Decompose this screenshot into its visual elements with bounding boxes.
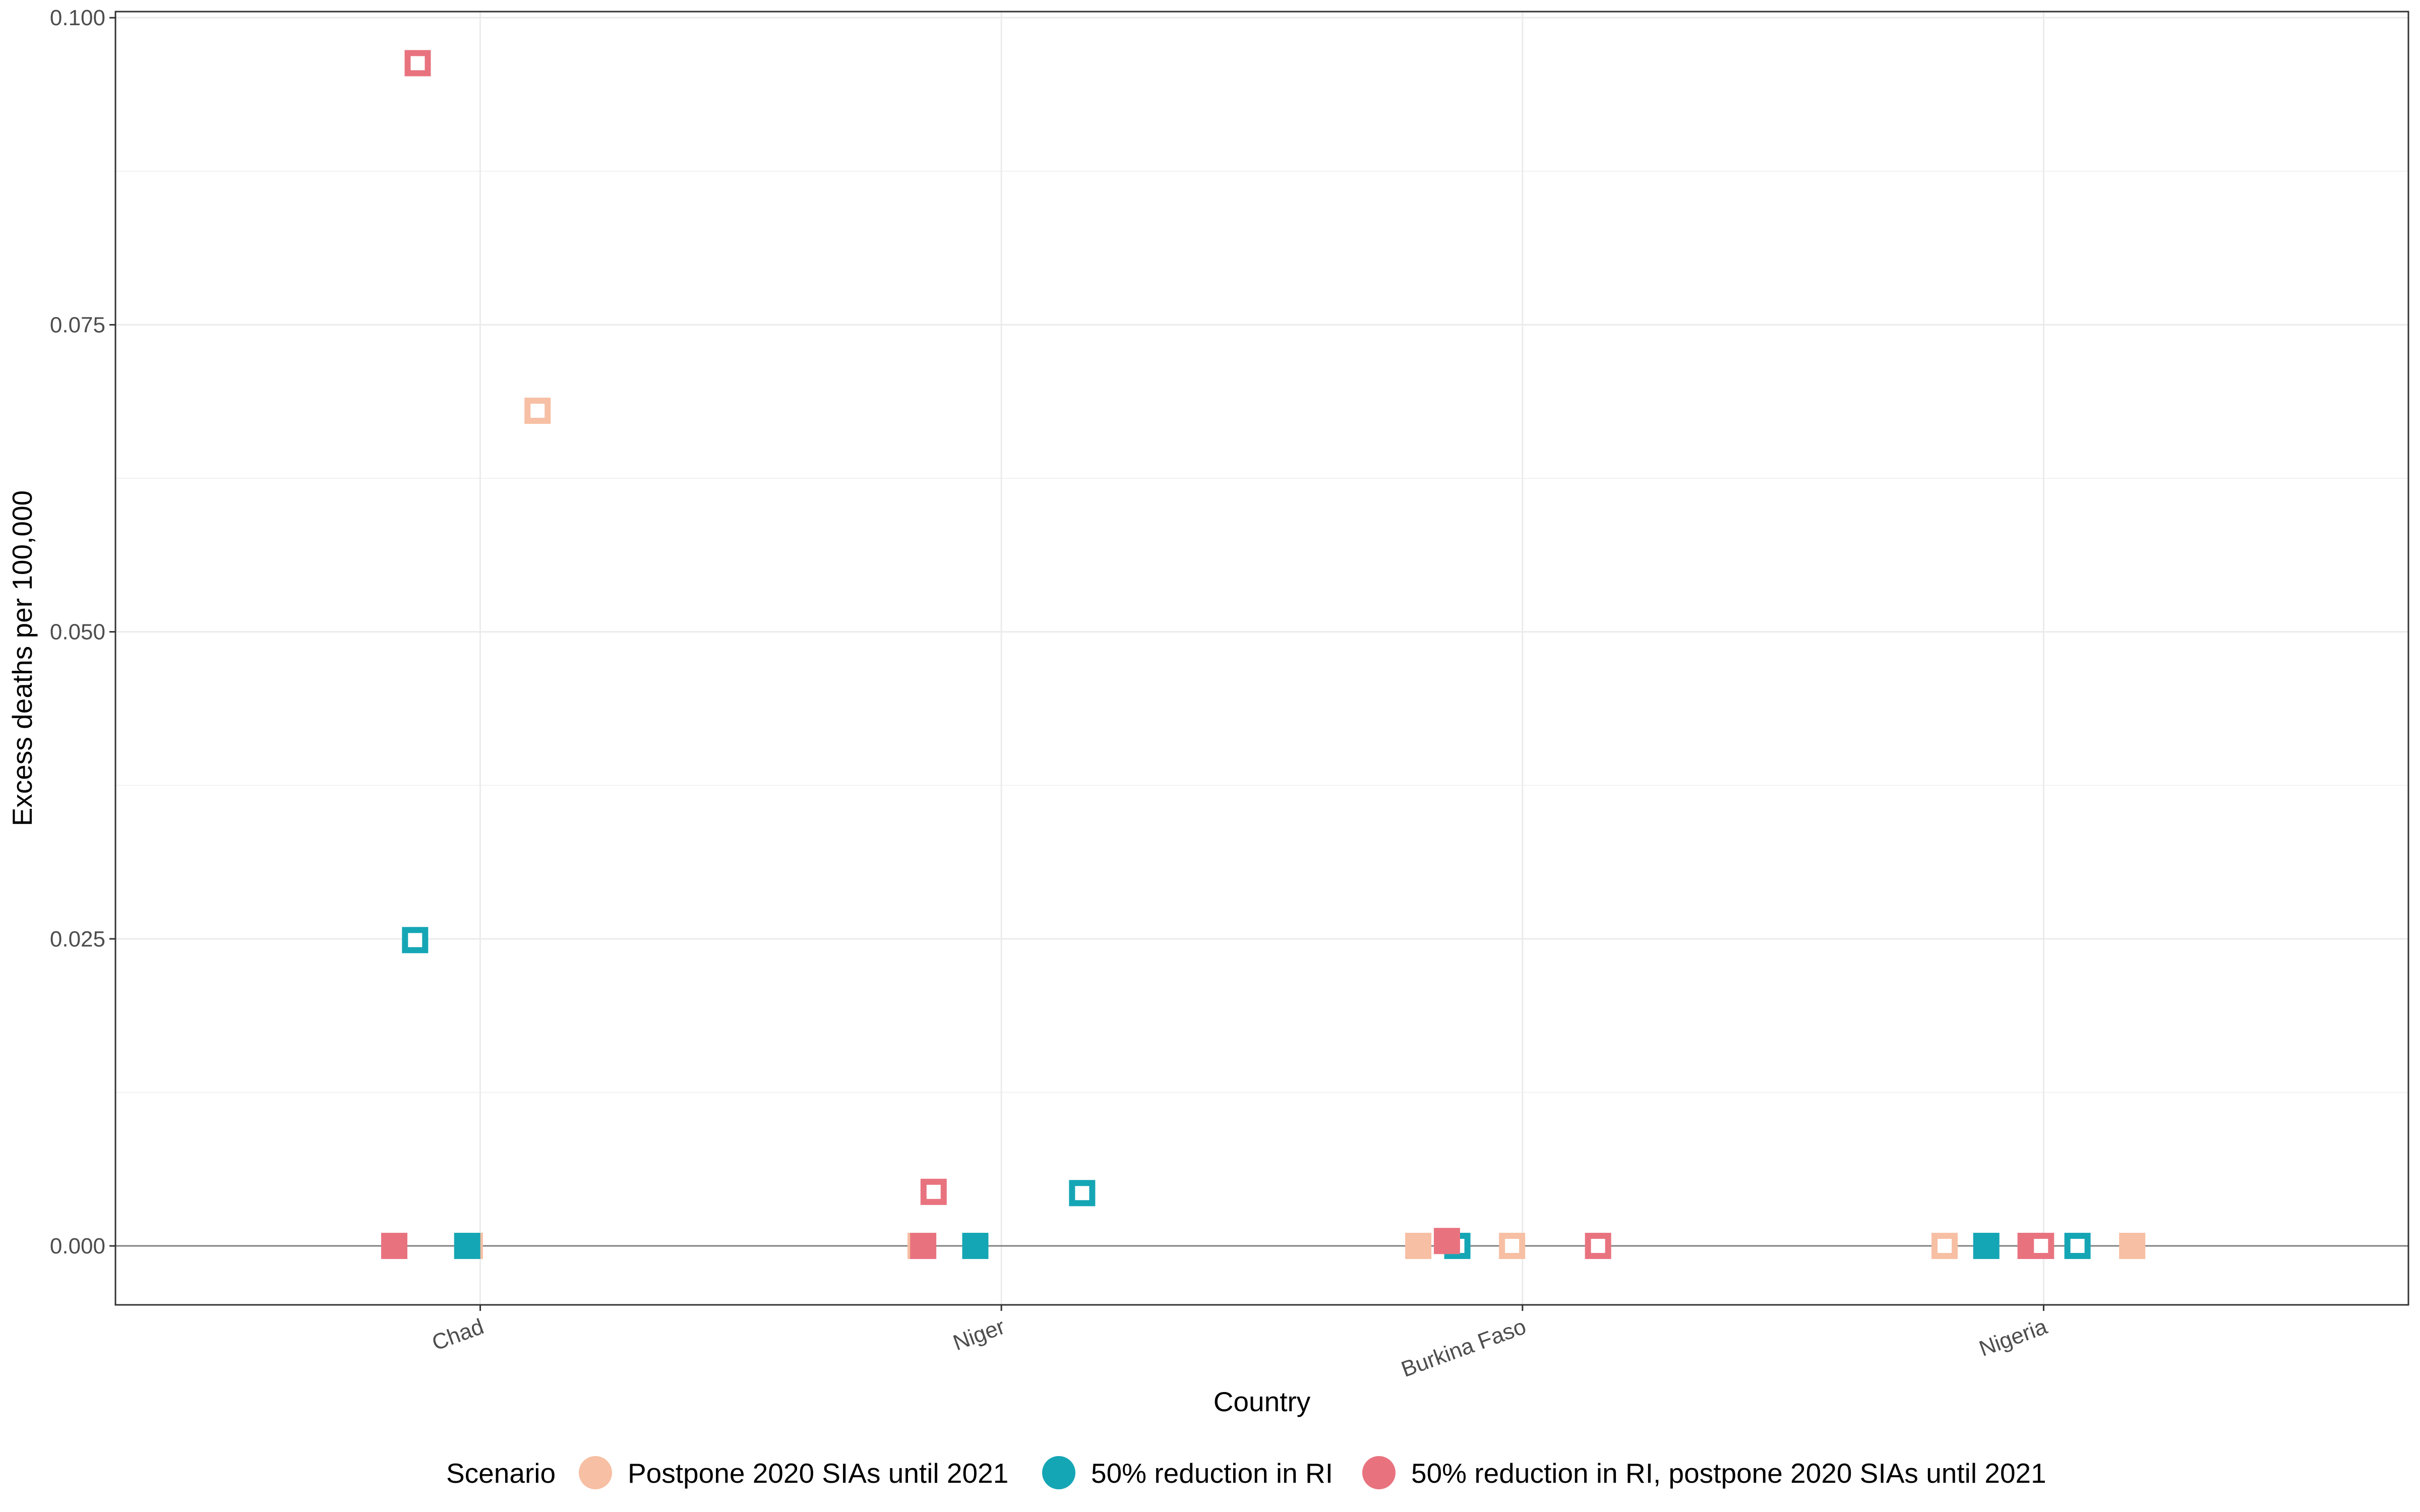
data-point-filled [2119, 1233, 2146, 1259]
x-tick-label: Nigeria [1976, 1314, 2050, 1361]
x-tick-label: Chad [429, 1314, 487, 1355]
data-point-filled [381, 1233, 407, 1259]
legend-label: 50% reduction in RI [1091, 1458, 1333, 1489]
data-point-filled [962, 1233, 989, 1259]
y-tick-label: 0.000 [50, 1234, 105, 1258]
legend-key [1042, 1456, 1075, 1489]
legend-label: 50% reduction in RI, postpone 2020 SIAs … [1411, 1458, 2046, 1489]
legend: Scenario Postpone 2020 SIAs until 2021 50… [446, 1456, 2046, 1489]
data-point-filled [1405, 1233, 1432, 1259]
grid-minor [115, 170, 2408, 1093]
data-point-open [404, 50, 431, 77]
y-tick-label: 0.050 [50, 620, 105, 645]
data-point-filled [910, 1233, 937, 1259]
grid-major [115, 12, 2408, 1305]
legend-label: Postpone 2020 SIAs until 2021 [628, 1458, 1008, 1489]
data-point-open [920, 1178, 947, 1205]
x-axis-ticks: Chad Niger Burkina Faso Nigeria [429, 1305, 2050, 1382]
data-point-filled [1433, 1228, 1460, 1254]
x-tick-label: Niger [950, 1314, 1008, 1355]
panel-border [114, 11, 2409, 1306]
y-tick-label: 0.100 [50, 6, 105, 30]
data-point-open [2028, 1233, 2054, 1259]
y-tick-label: 0.075 [50, 312, 105, 337]
data-point-filled [454, 1233, 480, 1259]
legend-key [1362, 1456, 1396, 1489]
data-point-open [1585, 1233, 1611, 1259]
data-point-filled [1973, 1233, 2000, 1259]
legend-title: Scenario [446, 1458, 556, 1489]
data-point-open [2064, 1233, 2091, 1259]
y-tick-label: 0.025 [50, 927, 105, 952]
data-point-open [1499, 1233, 1526, 1259]
y-axis-title: Excess deaths per 100,000 [7, 490, 38, 827]
data-point-open [402, 927, 429, 954]
legend-key [579, 1456, 612, 1489]
data-point-open [524, 397, 551, 424]
data-point-open [1069, 1180, 1096, 1207]
data-point-open [1931, 1233, 1958, 1259]
y-axis-ticks: 0.000 0.025 0.050 0.075 0.100 [50, 6, 115, 1258]
x-tick-label: Burkina Faso [1398, 1314, 1529, 1382]
x-axis-title: Country [1214, 1386, 1311, 1417]
data-points [381, 50, 2146, 1259]
